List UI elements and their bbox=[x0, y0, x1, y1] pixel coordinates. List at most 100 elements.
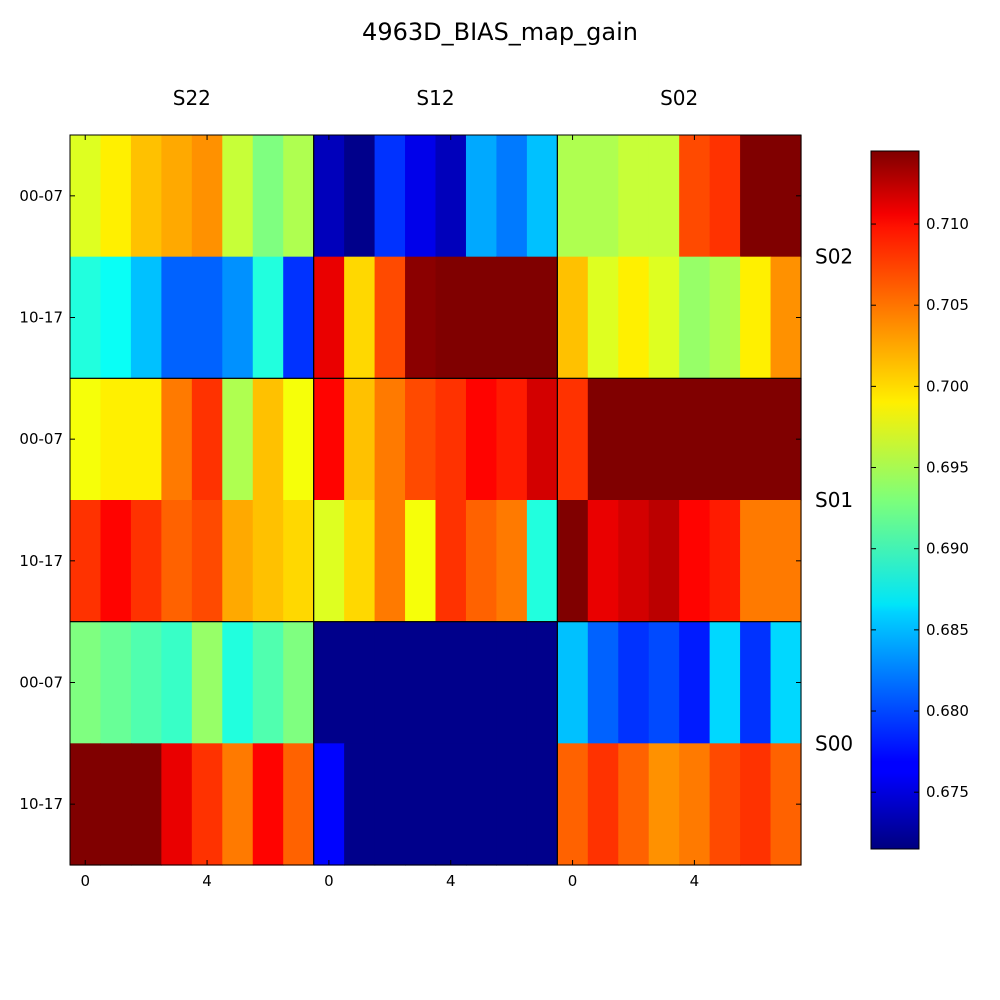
x-tick-label: 0 bbox=[324, 872, 334, 890]
x-tick-labels: 0 4 0 4 0 4 bbox=[80, 872, 699, 890]
heatmap-cell bbox=[130, 378, 162, 501]
chart-title: 4963D_BIAS_map_gain bbox=[362, 18, 638, 46]
colorbar-tick-label: 0.700 bbox=[926, 377, 969, 395]
heatmap-cell bbox=[709, 621, 741, 744]
heatmap-cell bbox=[496, 621, 528, 744]
panel-frames bbox=[69, 134, 802, 866]
heatmap-cell bbox=[557, 743, 589, 866]
heatmap-cell bbox=[618, 621, 650, 744]
heatmap-cell bbox=[222, 256, 254, 379]
heatmap-cell bbox=[526, 500, 558, 623]
heatmap-cell bbox=[435, 500, 467, 623]
heatmap-cell bbox=[405, 500, 437, 623]
heatmap-cell bbox=[557, 621, 589, 744]
heatmap-cell bbox=[313, 256, 345, 379]
heatmap-cell bbox=[252, 378, 284, 501]
column-panel-label: S12 bbox=[416, 86, 454, 110]
heatmap-cell bbox=[465, 378, 498, 501]
row-label: 10-17 bbox=[19, 309, 63, 327]
heatmap-cell bbox=[526, 743, 558, 866]
heatmap-cell bbox=[405, 378, 437, 501]
heatmap-cell bbox=[70, 743, 102, 866]
heatmap-cell bbox=[283, 500, 315, 623]
heatmap-cell bbox=[557, 135, 589, 258]
heatmap-cell bbox=[100, 256, 132, 379]
row-label: 10-17 bbox=[19, 552, 63, 570]
heatmap-cell bbox=[344, 743, 376, 866]
heatmap-cell bbox=[405, 621, 437, 744]
heatmap-cell bbox=[374, 743, 406, 866]
heatmap-cell bbox=[344, 256, 376, 379]
heatmap-cell bbox=[709, 135, 741, 258]
heatmap-cell bbox=[374, 378, 406, 501]
heatmap-cell bbox=[496, 378, 528, 501]
heatmap-cell bbox=[161, 378, 193, 501]
heatmap-cell bbox=[252, 135, 284, 258]
heatmap-cell bbox=[222, 621, 254, 744]
row-panel-label: S01 bbox=[815, 488, 853, 512]
colorbar-tick-label: 0.685 bbox=[926, 621, 969, 639]
heatmap-cell bbox=[344, 378, 376, 501]
heatmap-cell bbox=[130, 500, 162, 623]
heatmap-cell bbox=[435, 256, 467, 379]
colorbar-tick-label: 0.675 bbox=[926, 783, 969, 801]
heatmap-cell bbox=[100, 378, 132, 501]
heatmap-cell bbox=[526, 621, 558, 744]
heatmap-cell bbox=[344, 621, 376, 744]
heatmap-cell bbox=[587, 500, 619, 623]
heatmap-cell bbox=[100, 500, 132, 623]
row-panel-label: S00 bbox=[815, 731, 853, 755]
heatmap-cell bbox=[740, 135, 772, 258]
x-tick-label: 0 bbox=[568, 872, 578, 890]
heatmap-cell bbox=[283, 621, 315, 744]
heatmap-cell bbox=[618, 500, 650, 623]
heatmap-cell bbox=[222, 743, 254, 866]
heatmap-cell bbox=[313, 135, 345, 258]
panel-frame bbox=[556, 621, 802, 866]
colorbar-tick-label: 0.695 bbox=[926, 459, 969, 477]
heatmap-cell bbox=[313, 621, 345, 744]
heatmap-cell bbox=[191, 621, 223, 744]
heatmap-cell bbox=[374, 621, 406, 744]
heatmap-cell bbox=[222, 378, 254, 501]
colorbar-tick-label: 0.705 bbox=[926, 296, 969, 314]
heatmap-cell bbox=[161, 135, 193, 258]
heatmap-cell bbox=[740, 743, 772, 866]
heatmap-cell bbox=[679, 256, 711, 379]
heatmap-cell bbox=[252, 256, 284, 379]
heatmap-cell bbox=[313, 500, 345, 623]
heatmap-cell bbox=[191, 378, 223, 501]
heatmap-cell bbox=[70, 135, 102, 258]
heatmap-cell bbox=[435, 135, 467, 258]
heatmap-cell bbox=[648, 743, 680, 866]
x-tick-label: 4 bbox=[202, 872, 212, 890]
heatmap-cell bbox=[191, 135, 223, 258]
heatmap-cell bbox=[618, 743, 650, 866]
heatmap-cell bbox=[252, 743, 284, 866]
heatmap-cell bbox=[679, 743, 711, 866]
heatmap-cell bbox=[709, 378, 741, 501]
heatmap-cell bbox=[679, 378, 711, 501]
row-label: 00-07 bbox=[19, 673, 63, 691]
heatmap-cell bbox=[374, 500, 406, 623]
heatmap-cell bbox=[405, 256, 437, 379]
row-label: 10-17 bbox=[19, 795, 63, 813]
colorbar-gradient bbox=[870, 150, 920, 850]
heatmap-cell bbox=[252, 621, 284, 744]
heatmap-cell bbox=[465, 500, 498, 623]
heatmap-cell bbox=[313, 378, 345, 501]
heatmap-cell bbox=[465, 135, 498, 258]
heatmap-cell bbox=[648, 621, 680, 744]
colorbar-tick-label: 0.690 bbox=[926, 540, 969, 558]
heatmap-cells bbox=[70, 135, 802, 866]
heatmap-cell bbox=[709, 500, 741, 623]
heatmap-cell bbox=[618, 256, 650, 379]
heatmap-cell bbox=[740, 500, 772, 623]
heatmap-cell bbox=[526, 378, 558, 501]
heatmap-cell bbox=[191, 743, 223, 866]
heatmap-cell bbox=[496, 135, 528, 258]
heatmap-cell bbox=[648, 135, 680, 258]
heatmap-cell bbox=[679, 135, 711, 258]
heatmap-cell bbox=[130, 256, 162, 379]
